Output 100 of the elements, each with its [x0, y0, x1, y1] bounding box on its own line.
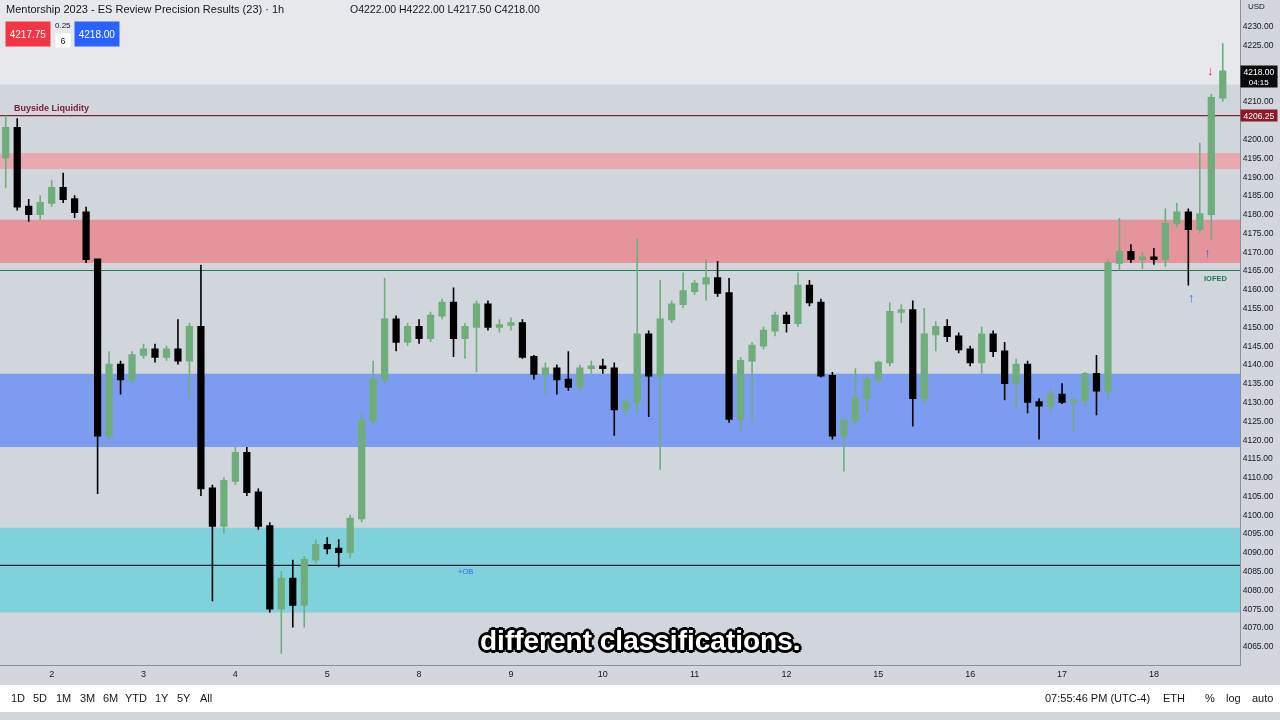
- x-tick-label: 5: [324, 668, 330, 679]
- candlestick: [989, 329, 997, 358]
- candlestick: [691, 279, 699, 296]
- annotation: 4217.75: [9, 28, 47, 40]
- candlestick: [564, 350, 572, 392]
- y-tick-label: 4190.00: [1242, 171, 1274, 182]
- candlestick: [36, 194, 44, 221]
- candlestick: [1046, 388, 1055, 413]
- annotation: ↑: [1204, 245, 1211, 260]
- x-tick-label: 11: [689, 668, 700, 679]
- x-tick-label: 2: [49, 668, 55, 679]
- ref-line-label: Buyside Liquidity: [14, 103, 90, 113]
- y-tick-label: 4140.00: [1242, 359, 1274, 370]
- candlestick: [392, 314, 400, 353]
- text: 04:15: [1248, 77, 1270, 87]
- text: All: [200, 692, 213, 704]
- y-tick-label: 4125.00: [1242, 415, 1274, 426]
- candlestick: [403, 322, 412, 347]
- candlestick: [231, 446, 239, 486]
- candlestick: [897, 303, 905, 324]
- annotation: 0.25: [55, 21, 72, 30]
- candlestick: [909, 299, 917, 428]
- candlestick: [1069, 397, 1078, 433]
- candlestick: [266, 521, 274, 614]
- candlestick: [966, 344, 974, 368]
- text: USD: [1248, 2, 1266, 11]
- y-tick-label: 4230.00: [1242, 21, 1274, 32]
- candlestick: [139, 342, 148, 360]
- candlestick: [449, 286, 458, 358]
- x-tick-label: 12: [781, 668, 792, 679]
- candlestick: [1104, 258, 1112, 400]
- text: ETH: [1163, 692, 1186, 704]
- candlestick: [1023, 359, 1032, 415]
- y-tick-label: 4135.00: [1242, 378, 1274, 389]
- candlestick: [220, 476, 228, 535]
- candlestick: [438, 297, 446, 321]
- candlestick: [1138, 250, 1147, 270]
- candlestick: [472, 299, 481, 373]
- text: 3M: [80, 692, 96, 704]
- candlestick: [679, 271, 687, 309]
- y-tick-label: 4130.00: [1242, 396, 1274, 407]
- candlestick: [736, 356, 745, 433]
- candlestick: [759, 326, 768, 351]
- x-tick-label: 9: [508, 668, 514, 679]
- annotation: 4218.00: [78, 28, 116, 40]
- candlestick: [610, 361, 618, 437]
- text: %: [1205, 692, 1215, 704]
- candlestick: [817, 297, 825, 379]
- candlestick: [335, 538, 343, 569]
- text: 5D: [33, 692, 48, 704]
- candlestick: [1173, 202, 1181, 229]
- candlestick: [645, 329, 653, 418]
- text: 1D: [11, 692, 26, 704]
- chart-title: Mentorship 2023 - ES Review Precision Results (23) · 1h: [6, 2, 285, 15]
- x-tick-label: 3: [141, 668, 147, 679]
- candlestick: [128, 350, 136, 385]
- candlestick: [426, 311, 435, 343]
- y-tick-label: 4105.00: [1242, 490, 1274, 501]
- y-tick-label: 4180.00: [1242, 209, 1274, 220]
- y-tick-label: 4195.00: [1242, 152, 1274, 163]
- candlestick: [978, 326, 986, 375]
- y-tick-label: 4150.00: [1242, 321, 1274, 332]
- candlestick: [208, 483, 217, 602]
- candlestick: [415, 318, 423, 345]
- y-tick-label: 4200.00: [1242, 133, 1274, 144]
- annotation: ↓: [1207, 63, 1214, 78]
- x-tick-label: 18: [1148, 668, 1159, 679]
- candlestick: [702, 258, 710, 302]
- candlestick: [93, 258, 102, 495]
- candlestick: [1207, 93, 1215, 242]
- candlestick: [381, 277, 389, 385]
- candlestick: [185, 322, 194, 400]
- candlestick: [576, 363, 584, 392]
- candlestick: [1058, 382, 1066, 405]
- candlestick: [300, 555, 308, 629]
- candlestick: [874, 359, 882, 385]
- annotation: ↑: [1188, 290, 1195, 305]
- x-tick-label: 16: [965, 668, 976, 679]
- candlestick: [932, 320, 940, 353]
- y-tick-label: 4070.00: [1242, 622, 1274, 633]
- text: auto: [1252, 692, 1274, 704]
- candlestick: [1012, 358, 1020, 411]
- candlestick: [541, 361, 549, 396]
- candlestick: [1150, 247, 1158, 266]
- y-tick-label: 4115.00: [1242, 453, 1274, 464]
- candlestick: [668, 299, 676, 324]
- annotation: 4218.00: [1243, 66, 1275, 77]
- annotation: 6: [60, 35, 66, 46]
- candlestick: [886, 301, 894, 368]
- candlestick: [59, 172, 67, 204]
- candlestick: [197, 264, 205, 497]
- candlestick: [828, 371, 837, 441]
- candlestick: [794, 271, 802, 328]
- candlestick: [656, 279, 664, 471]
- candlestick: [725, 277, 733, 424]
- candlestick: [771, 311, 779, 338]
- candlestick: [369, 359, 377, 426]
- y-tick-label: 4085.00: [1242, 566, 1274, 577]
- y-tick-label: 4080.00: [1242, 584, 1274, 595]
- candlestick: [1161, 207, 1169, 268]
